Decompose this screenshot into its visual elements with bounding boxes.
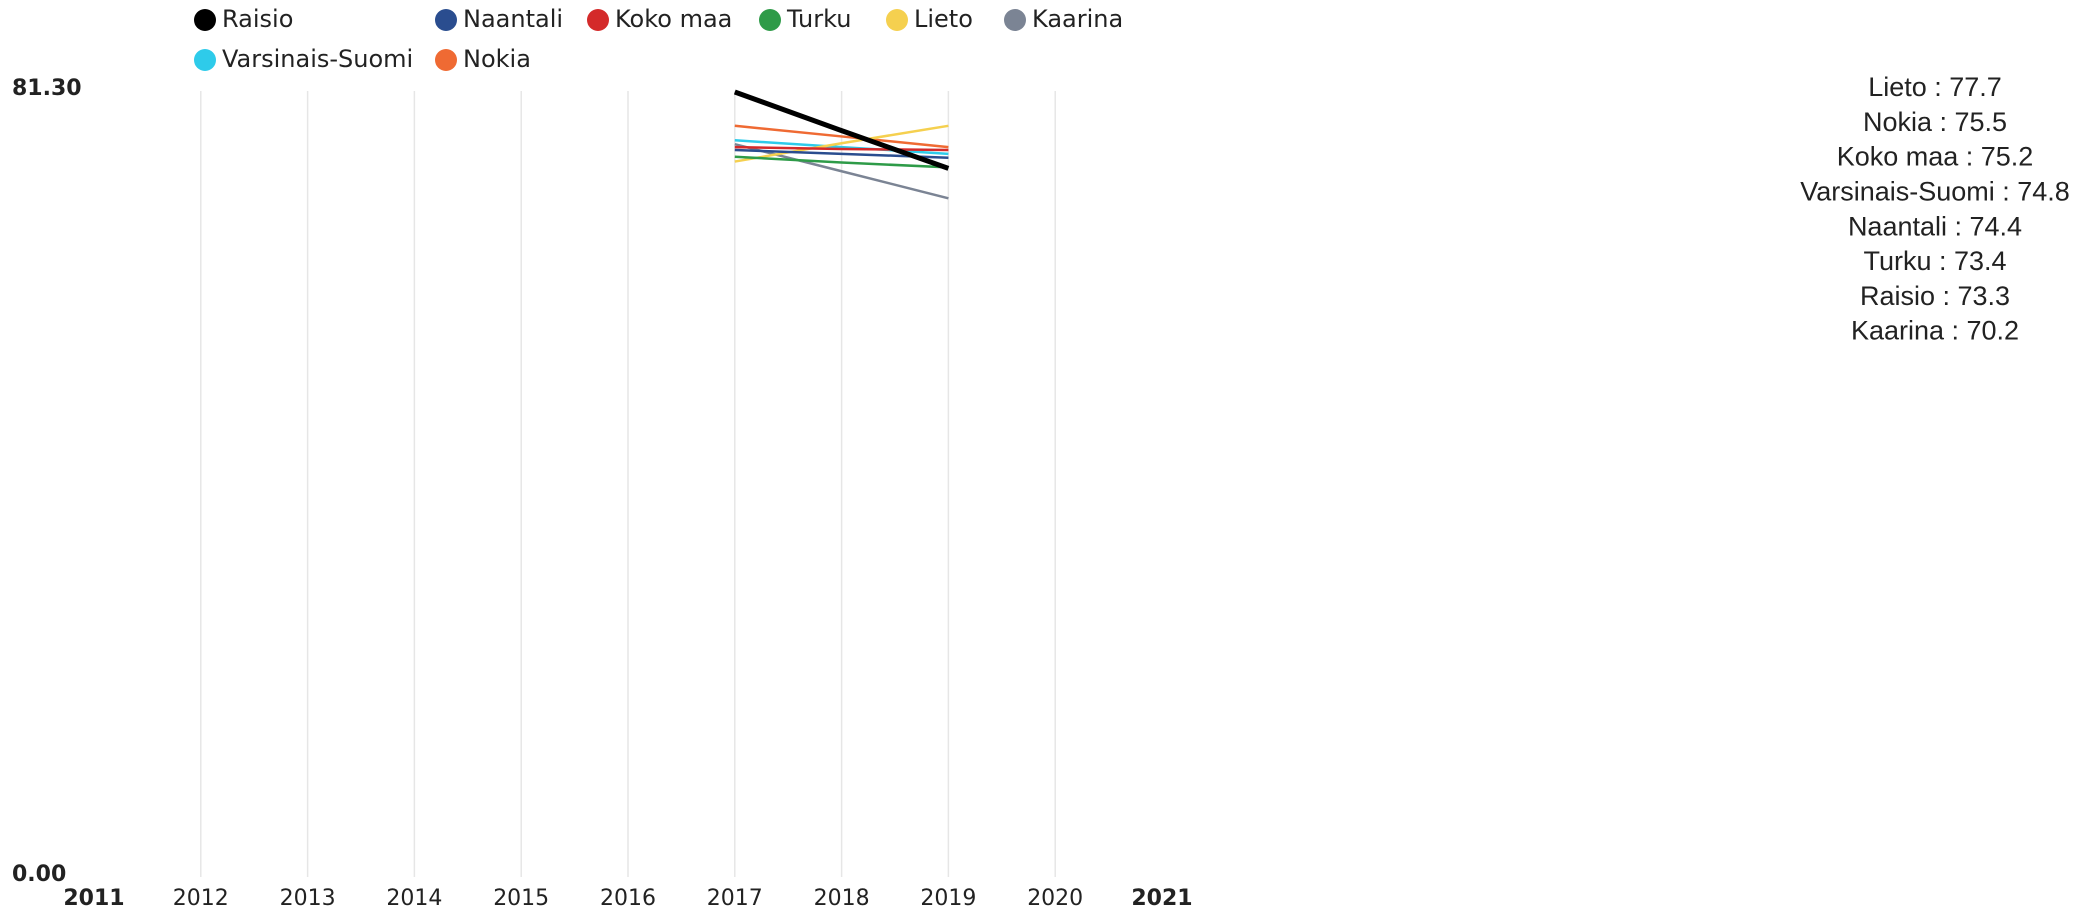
legend-marker[interactable] <box>435 9 457 31</box>
legend-label[interactable]: Raisio <box>222 5 293 33</box>
legend-label[interactable]: Varsinais-Suomi <box>222 45 413 73</box>
readout-line: Kaarina : 70.2 <box>1851 316 2019 346</box>
readout-line: Raisio : 73.3 <box>1860 281 2010 311</box>
legend-marker[interactable] <box>1004 9 1026 31</box>
legend-label[interactable]: Nokia <box>463 45 531 73</box>
series-line <box>734 145 949 152</box>
legend-marker[interactable] <box>194 49 216 71</box>
legend-marker[interactable] <box>759 9 781 31</box>
legend-label[interactable]: Kaarina <box>1032 5 1123 33</box>
x-tick-label: 2016 <box>600 886 656 911</box>
x-tick-label: 2012 <box>173 886 229 911</box>
readout-line: Turku : 73.4 <box>1863 246 2006 276</box>
readout-line: Lieto : 77.7 <box>1868 72 2002 102</box>
readout-line: Naantali : 74.4 <box>1848 211 2022 241</box>
legend-label[interactable]: Turku <box>786 5 851 33</box>
y-tick-label: 0.00 <box>12 862 66 887</box>
legend-label[interactable]: Koko maa <box>615 5 732 33</box>
legend-label[interactable]: Naantali <box>463 5 563 33</box>
y-tick-label: 81.30 <box>12 76 82 101</box>
x-tick-label: 2021 <box>1131 886 1192 911</box>
x-tick-label: 2011 <box>63 886 124 911</box>
x-tick-label: 2014 <box>386 886 442 911</box>
x-tick-label: 2018 <box>814 886 870 911</box>
x-tick-label: 2019 <box>920 886 976 911</box>
legend-label[interactable]: Lieto <box>914 5 973 33</box>
legend-marker[interactable] <box>886 9 908 31</box>
legend-marker[interactable] <box>435 49 457 71</box>
x-tick-label: 2020 <box>1027 886 1083 911</box>
x-tick-label: 2015 <box>493 886 549 911</box>
legend-marker[interactable] <box>194 9 216 31</box>
series-line <box>734 124 949 163</box>
series-line <box>734 142 949 200</box>
x-tick-label: 2013 <box>280 886 336 911</box>
readout-line: Koko maa : 75.2 <box>1837 142 2034 172</box>
series-line <box>733 89 950 171</box>
series-line <box>734 124 949 149</box>
series-line <box>734 139 949 156</box>
readout-line: Nokia : 75.5 <box>1863 107 2007 137</box>
x-tick-label: 2017 <box>707 886 763 911</box>
legend-marker[interactable] <box>587 9 609 31</box>
series-line <box>734 155 949 169</box>
readout-line: Varsinais-Suomi : 74.8 <box>1800 177 2070 207</box>
